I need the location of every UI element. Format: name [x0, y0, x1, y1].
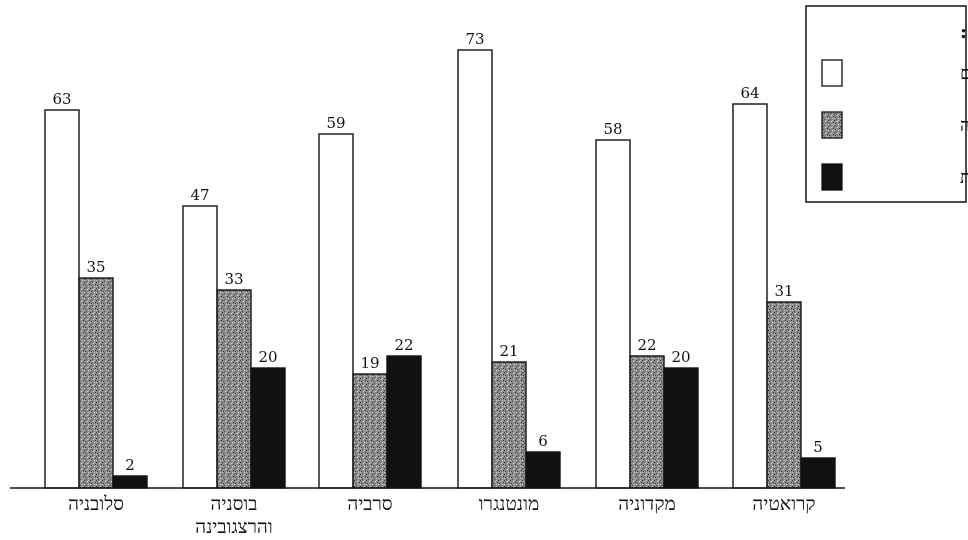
- bar-cat-1-series-2: [766, 301, 802, 489]
- value-label-cat-3-series-1: 73: [465, 30, 484, 48]
- bar-cat-3-series-2: [491, 361, 527, 489]
- bar-cat-5-series-3: [250, 367, 286, 489]
- legend-title: מקרא:: [960, 21, 968, 43]
- value-label-cat-6-series-1: 63: [52, 90, 71, 108]
- legend-label-series-3: חקלאות: [960, 167, 968, 188]
- value-label-cat-6-series-3: 2: [125, 456, 135, 474]
- value-label-cat-5-series-2: 33: [224, 270, 243, 288]
- bar-cat-2-series-3: [663, 367, 699, 489]
- bar-cat-1-series-1: [732, 103, 768, 489]
- bar-cat-1-series-3: [800, 457, 836, 489]
- value-label-cat-1-series-3: 5: [813, 438, 823, 456]
- category-label-cat-4: סרביה: [347, 493, 392, 515]
- value-label-cat-3-series-3: 6: [538, 432, 548, 450]
- bar-cat-2-series-1: [595, 139, 631, 489]
- bar-cat-4-series-1: [318, 133, 354, 489]
- legend-swatch-series-2: [821, 111, 843, 139]
- legend-swatch-series-3: [821, 163, 843, 191]
- bars-layer: [44, 49, 836, 489]
- value-label-cat-4-series-2: 19: [360, 354, 379, 372]
- legend: מקרא: שירותים תעשייה חקלאות: [805, 5, 968, 203]
- category-labels-layer: קרואטיה מקדוניה מונטנגרו סרביה בוסניהוהרצגוב…: [68, 493, 815, 538]
- bar-cat-3-series-1: [457, 49, 493, 489]
- value-label-cat-3-series-2: 21: [499, 342, 518, 360]
- category-label-cat-5-line-1: בוסניה: [211, 493, 258, 515]
- category-label-cat-2: מקדוניה: [618, 493, 676, 515]
- bar-cat-6-series-1: [44, 109, 80, 489]
- value-label-cat-2-series-2: 22: [637, 336, 656, 354]
- category-label-cat-3: מונטנגרו: [479, 493, 539, 515]
- bar-cat-5-series-1: [182, 205, 218, 489]
- value-labels-layer: 64 31 5 58 22 20 73 21 6 59 19 22 47 33 20 63 35 2: [52, 30, 822, 474]
- value-label-cat-1-series-1: 64: [740, 84, 759, 102]
- value-label-cat-6-series-2: 35: [86, 258, 105, 276]
- legend-swatch-series-1: [821, 59, 843, 87]
- value-label-cat-4-series-1: 59: [326, 114, 345, 132]
- value-label-cat-1-series-2: 31: [774, 282, 793, 300]
- value-label-cat-2-series-3: 20: [671, 348, 690, 366]
- bar-cat-5-series-2: [216, 289, 252, 489]
- value-label-cat-5-series-1: 47: [190, 186, 209, 204]
- legend-label-series-2: תעשייה: [960, 115, 968, 136]
- bar-cat-2-series-2: [629, 355, 665, 489]
- category-label-cat-6: סלובניה: [68, 493, 124, 515]
- value-label-cat-4-series-3: 22: [394, 336, 413, 354]
- bar-cat-6-series-3: [112, 475, 148, 489]
- value-label-cat-2-series-1: 58: [603, 120, 622, 138]
- value-label-cat-5-series-3: 20: [258, 348, 277, 366]
- bar-cat-4-series-3: [386, 355, 422, 489]
- category-label-cat-1: קרואטיה: [752, 493, 815, 515]
- legend-items: שירותים תעשייה חקלאות: [821, 59, 968, 191]
- bar-cat-6-series-2: [78, 277, 114, 489]
- bar-cat-3-series-3: [525, 451, 561, 489]
- category-label-cat-5-line-2: והרצגובינה: [195, 516, 272, 538]
- legend-label-series-1: שירותים: [960, 63, 968, 84]
- bar-cat-4-series-2: [352, 373, 388, 489]
